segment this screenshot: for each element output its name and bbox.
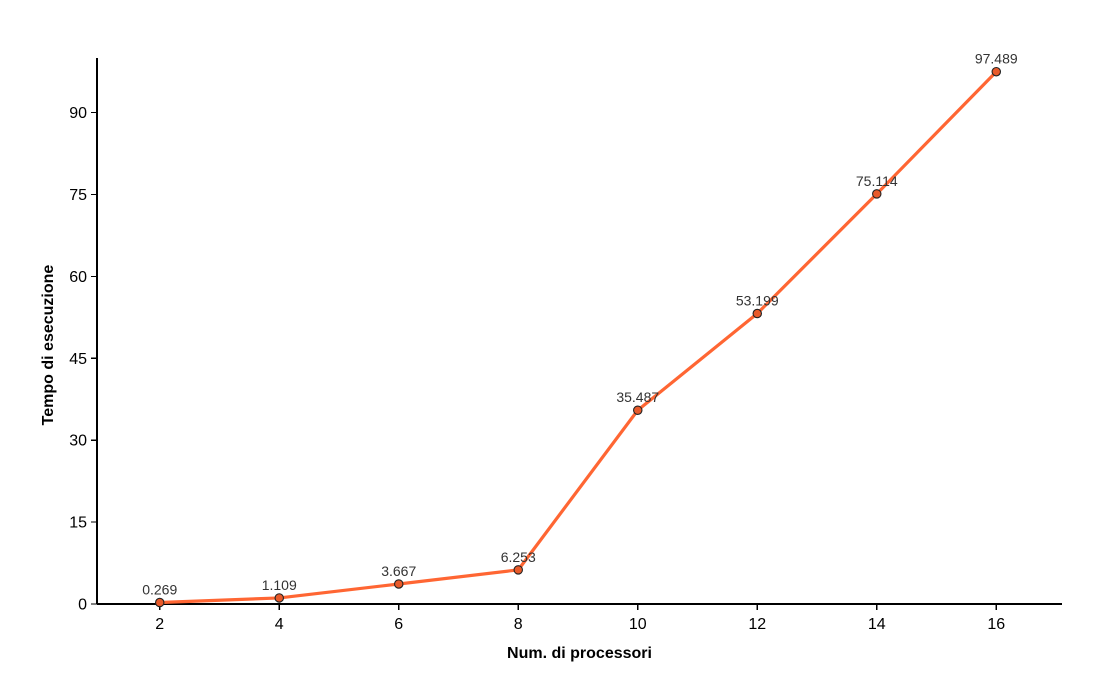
data-label: 1.109 bbox=[262, 577, 297, 593]
x-tick-label: 8 bbox=[514, 616, 523, 633]
series-layer bbox=[154, 66, 1002, 608]
series-line bbox=[158, 70, 998, 605]
y-tick: 75 bbox=[69, 187, 97, 204]
y-tick-label: 15 bbox=[69, 515, 87, 532]
x-axis-ticks: 2 4 6 8 10 12 14 16 bbox=[155, 604, 1005, 633]
y-tick: 30 bbox=[69, 433, 97, 450]
data-point bbox=[513, 565, 524, 575]
y-tick-label: 60 bbox=[69, 269, 87, 286]
y-tick: 60 bbox=[69, 269, 97, 286]
y-axis-ticks: 0 15 30 45 60 75 90 bbox=[69, 105, 97, 614]
x-tick: 2 bbox=[155, 604, 164, 633]
data-label: 6.253 bbox=[501, 549, 536, 565]
data-point bbox=[274, 593, 284, 603]
data-label: 3.667 bbox=[381, 563, 416, 579]
x-tick-label: 14 bbox=[868, 616, 886, 633]
y-tick: 15 bbox=[69, 515, 97, 532]
data-label: 53.199 bbox=[736, 293, 779, 309]
data-point bbox=[991, 66, 1002, 77]
y-tick: 0 bbox=[78, 597, 97, 614]
data-point bbox=[633, 405, 643, 415]
data-label: 97.489 bbox=[975, 51, 1018, 67]
data-label: 75.114 bbox=[856, 173, 898, 189]
data-label: 0.269 bbox=[142, 582, 177, 598]
data-point bbox=[393, 579, 404, 589]
x-tick-label: 6 bbox=[394, 616, 403, 633]
x-tick: 14 bbox=[868, 604, 886, 633]
x-tick: 4 bbox=[275, 604, 284, 633]
x-tick-label: 16 bbox=[987, 616, 1005, 633]
x-tick-label: 12 bbox=[748, 616, 766, 633]
y-tick: 90 bbox=[69, 105, 97, 122]
y-tick-label: 75 bbox=[69, 187, 87, 204]
y-axis-title: Tempo di esecuzione bbox=[40, 265, 57, 426]
y-tick-label: 0 bbox=[78, 597, 87, 614]
x-tick-label: 4 bbox=[275, 616, 284, 633]
x-tick: 6 bbox=[394, 604, 403, 633]
y-tick-label: 30 bbox=[69, 433, 87, 450]
y-tick-label: 45 bbox=[69, 351, 87, 368]
axes bbox=[96, 58, 1062, 605]
data-point bbox=[752, 308, 763, 319]
x-tick: 16 bbox=[987, 604, 1005, 633]
x-tick: 10 bbox=[629, 604, 647, 633]
x-tick: 12 bbox=[748, 604, 766, 633]
data-point bbox=[154, 597, 165, 608]
y-tick: 45 bbox=[69, 351, 97, 368]
x-tick-label: 2 bbox=[155, 616, 164, 633]
x-tick-label: 10 bbox=[629, 616, 647, 633]
x-tick: 8 bbox=[514, 604, 523, 633]
y-tick-label: 90 bbox=[69, 105, 87, 122]
data-point bbox=[872, 189, 882, 199]
x-axis-title: Num. di processori bbox=[507, 645, 652, 662]
data-label: 35.487 bbox=[616, 389, 659, 405]
data-labels: 0.269 1.109 3.667 6.253 35.487 53.199 75.114 97… bbox=[142, 51, 1018, 598]
